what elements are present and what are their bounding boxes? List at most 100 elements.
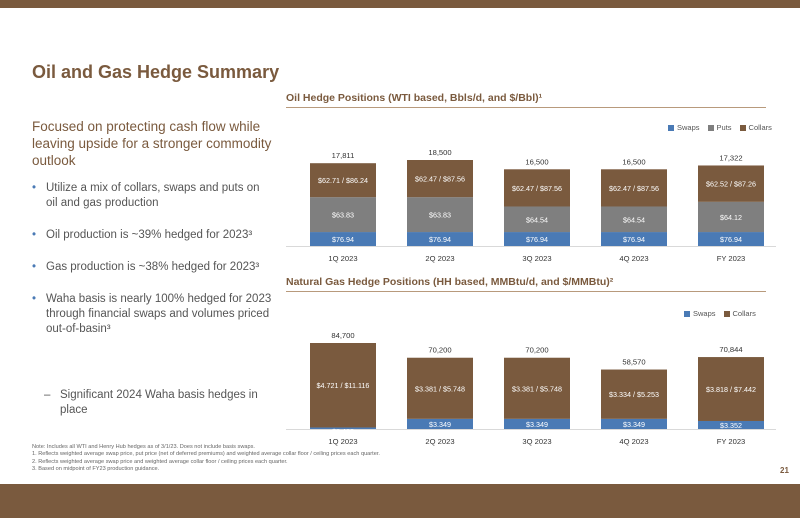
x-tick-label: 3Q 2023 [522, 254, 551, 263]
legend-item-puts: Puts [707, 123, 732, 132]
x-tick-label: 3Q 2023 [522, 437, 551, 446]
bar-price-label: $3.334 / $5.253 [609, 390, 659, 399]
bullet-item: Gas production is ~38% hedged for 2023³ [32, 260, 272, 275]
gas-hedge-chart: $3.400 $4.721 / $11.116 84,700 1Q 2023 $3.34… [286, 331, 776, 446]
bar-segment-swaps [698, 232, 764, 246]
bar-price-label: $3.352 [720, 421, 742, 430]
legend-swatch-swaps [668, 124, 674, 131]
bar-segment-swaps [310, 427, 376, 429]
bar-price-label: $63.83 [429, 211, 451, 220]
bar-price-label: $63.83 [332, 211, 354, 220]
bar-segment-collars [601, 369, 667, 419]
bar-segment-swaps [504, 418, 570, 429]
bar-segment-swaps [601, 418, 667, 429]
legend-label: Collars [732, 309, 756, 318]
bar-price-label: $3.349 [429, 420, 451, 429]
legend-label: Collars [748, 123, 772, 132]
bullet-item: Utilize a mix of collars, swaps and puts… [32, 181, 272, 211]
legend-item-collars: Collars [723, 309, 756, 318]
legend-label: Swaps [693, 309, 716, 318]
bar-price-label: $76.94 [526, 235, 548, 244]
legend-swatch-swaps [684, 310, 690, 317]
bar-segment-swaps [698, 420, 764, 429]
bar-price-label: $62.47 / $87.56 [512, 184, 562, 193]
bar-price-label: $76.94 [623, 235, 645, 244]
gas-chart-rule [286, 291, 766, 292]
page-number: 21 [780, 466, 789, 475]
bar-segment-collars [504, 169, 570, 207]
bar-segment-puts [698, 201, 764, 233]
bullet-item: Waha basis is nearly 100% hedged for 202… [32, 292, 272, 337]
legend-item-collars: Collars [739, 123, 772, 132]
footnotes: Note: Includes all WTI and Henry Hub hed… [32, 444, 572, 473]
bar-segment-swaps [601, 232, 667, 246]
bar-segment-collars [310, 343, 376, 428]
bar-price-label: $3.349 [623, 420, 645, 429]
bar-total-label: 70,844 [719, 345, 742, 354]
bar-segment-collars [504, 357, 570, 419]
bar-total-label: 17,811 [332, 151, 355, 160]
footnote-line: 1. Reflects weighted average swap price,… [32, 451, 380, 458]
bar-price-label: $3.381 / $5.748 [512, 384, 562, 393]
legend-label: Puts [716, 123, 732, 132]
bar-price-label: $3.381 / $5.748 [415, 384, 465, 393]
bar-segment-swaps [504, 232, 570, 246]
bar-price-label: $76.94 [332, 235, 354, 244]
bar-price-label: $62.47 / $87.56 [609, 184, 659, 193]
bar-price-label: $76.94 [429, 235, 451, 244]
x-tick-label: 1Q 2023 [328, 437, 357, 446]
bar-price-label: $64.12 [720, 213, 742, 222]
oil-chart-title: Oil Hedge Positions (WTI based, Bbls/d, … [286, 92, 543, 104]
bar-segment-collars [310, 163, 376, 198]
legend-swatch-collars [723, 310, 730, 317]
top-accent-bar [0, 0, 800, 8]
bar-segment-collars [407, 357, 473, 419]
legend-item-swaps: Swaps [684, 309, 716, 318]
bar-segment-puts [407, 197, 473, 233]
legend-swatch-collars [739, 124, 746, 131]
bar-segment-puts [504, 206, 570, 233]
oil-hedge-chart: $76.94 $63.83 $62.71 / $86.24 17,811 1Q 2023… [286, 148, 776, 263]
x-tick-label: FY 2023 [717, 254, 746, 263]
bar-total-label: 17,322 [719, 153, 742, 162]
page-title: Oil and Gas Hedge Summary [32, 62, 280, 82]
bar-total-label: 70,200 [428, 346, 451, 355]
bar-price-label: $3.818 / $7.442 [706, 385, 756, 394]
bar-segment-puts [310, 197, 376, 233]
bar-price-label: $76.94 [720, 235, 742, 244]
bar-segment-swaps [310, 232, 376, 246]
bar-total-label: 16,500 [525, 157, 548, 166]
bar-segment-swaps [407, 418, 473, 429]
sub-bullet-item: Significant 2024 Waha basis hedges in pl… [44, 388, 285, 418]
bar-total-label: 16,500 [622, 157, 645, 166]
bottom-accent-bar [0, 484, 800, 518]
oil-chart-legend: Swaps Puts Collars [668, 123, 772, 132]
bar-total-label: 58,570 [622, 358, 645, 367]
bar-price-label: $3.400 [332, 427, 354, 436]
legend-label: Swaps [677, 123, 700, 132]
legend-swatch-puts [707, 124, 714, 131]
bar-total-label: 18,500 [428, 148, 451, 157]
bar-total-label: 84,700 [331, 331, 354, 340]
bar-price-label: $64.54 [526, 215, 548, 224]
bar-price-label: $62.71 / $86.24 [318, 176, 368, 185]
x-tick-label: 4Q 2023 [619, 254, 648, 263]
gas-chart-legend: Swaps Collars [684, 309, 756, 318]
bar-price-label: $4.721 / $11.116 [317, 381, 370, 390]
bar-segment-puts [601, 206, 667, 233]
bullet-item: Oil production is ~39% hedged for 2023³ [32, 228, 272, 243]
x-tick-label: 2Q 2023 [425, 437, 454, 446]
bar-segment-collars [698, 165, 764, 202]
footnote-line: 3. Based on midpoint of FY23 production … [32, 465, 160, 472]
x-tick-label: 4Q 2023 [619, 437, 648, 446]
left-subheading: Focused on protecting cash flow while le… [32, 119, 272, 168]
bar-price-label: $62.52 / $87.26 [706, 180, 756, 189]
gas-chart-title: Natural Gas Hedge Positions (HH based, M… [286, 276, 614, 288]
bar-price-label: $62.47 / $87.56 [415, 175, 465, 184]
bar-segment-collars [698, 357, 764, 421]
bar-price-label: $64.54 [623, 215, 645, 224]
bar-segment-collars [601, 169, 667, 207]
legend-item-swaps: Swaps [668, 123, 700, 132]
bar-price-label: $3.349 [526, 420, 548, 429]
footnote-line: 2. Reflects weighted average swap price … [32, 458, 288, 465]
